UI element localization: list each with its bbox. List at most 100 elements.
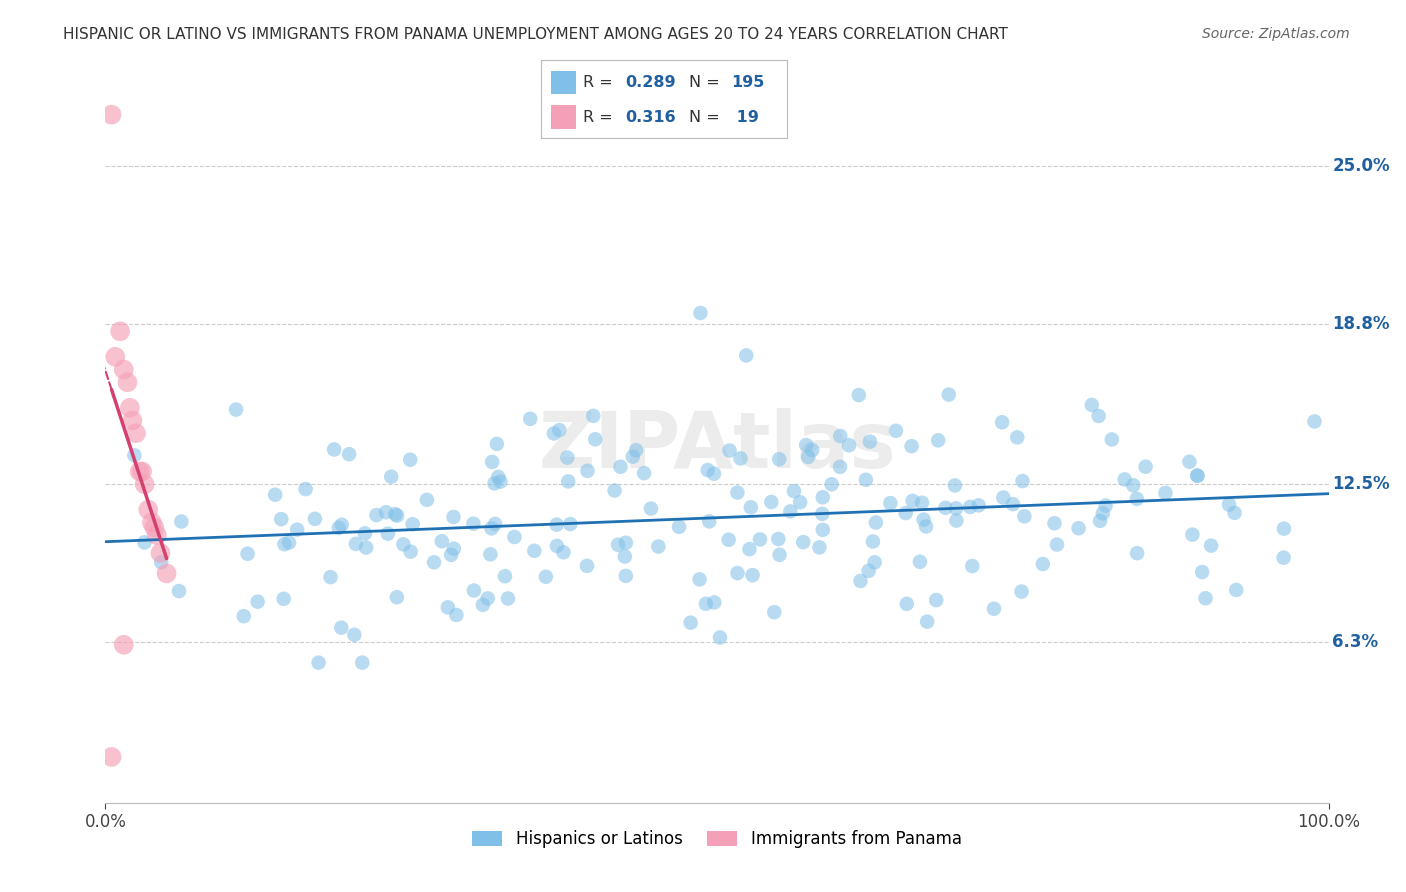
Hispanics or Latinos	[236, 547, 259, 561]
Text: R =: R =	[583, 110, 619, 125]
Hispanics or Latinos	[1199, 539, 1222, 553]
Hispanics or Latinos	[945, 501, 967, 516]
Hispanics or Latinos	[614, 536, 637, 550]
Immigrants from Panama	[136, 502, 159, 516]
Hispanics or Latinos	[319, 570, 342, 584]
Hispanics or Latinos	[366, 508, 388, 522]
Hispanics or Latinos	[446, 607, 468, 622]
Hispanics or Latinos	[1043, 516, 1066, 531]
Hispanics or Latinos	[607, 538, 630, 552]
Hispanics or Latinos	[246, 595, 269, 609]
Hispanics or Latinos	[557, 475, 579, 489]
Hispanics or Latinos	[1067, 521, 1090, 535]
Hispanics or Latinos	[485, 437, 508, 451]
Hispanics or Latinos	[443, 541, 465, 556]
Hispanics or Latinos	[546, 539, 568, 553]
Hispanics or Latinos	[830, 429, 852, 443]
Hispanics or Latinos	[640, 501, 662, 516]
Hispanics or Latinos	[621, 450, 644, 464]
Hispanics or Latinos	[934, 500, 956, 515]
Hispanics or Latinos	[613, 549, 636, 564]
Hispanics or Latinos	[730, 451, 752, 466]
Text: 19: 19	[731, 110, 759, 125]
Hispanics or Latinos	[330, 621, 353, 635]
Hispanics or Latinos	[232, 609, 254, 624]
Hispanics or Latinos	[330, 517, 353, 532]
Immigrants from Panama	[134, 477, 156, 491]
Hispanics or Latinos	[689, 573, 711, 587]
Hispanics or Latinos	[1223, 506, 1246, 520]
Hispanics or Latinos	[423, 555, 446, 569]
Hispanics or Latinos	[689, 306, 711, 320]
Text: Source: ZipAtlas.com: Source: ZipAtlas.com	[1202, 27, 1350, 41]
Hispanics or Latinos	[1011, 474, 1033, 488]
Hispanics or Latinos	[167, 584, 190, 599]
Hispanics or Latinos	[328, 521, 350, 535]
Hispanics or Latinos	[679, 615, 702, 630]
Hispanics or Latinos	[792, 535, 814, 549]
Hispanics or Latinos	[583, 432, 606, 446]
Hispanics or Latinos	[703, 467, 725, 481]
Hispanics or Latinos	[768, 452, 790, 467]
Hispanics or Latinos	[575, 558, 598, 573]
Immigrants from Panama	[100, 108, 122, 122]
Hispanics or Latinos	[959, 500, 981, 514]
Hispanics or Latinos	[273, 591, 295, 606]
Hispanics or Latinos	[399, 544, 422, 558]
Hispanics or Latinos	[270, 512, 292, 526]
Hispanics or Latinos	[1135, 459, 1157, 474]
Hispanics or Latinos	[938, 387, 960, 401]
Hispanics or Latinos	[849, 574, 872, 588]
Hispanics or Latinos	[463, 583, 485, 598]
Hispanics or Latinos	[749, 533, 772, 547]
Hispanics or Latinos	[380, 469, 402, 483]
Hispanics or Latinos	[703, 595, 725, 609]
Hispanics or Latinos	[848, 388, 870, 402]
Hispanics or Latinos	[863, 555, 886, 569]
Hispanics or Latinos	[991, 415, 1014, 429]
Hispanics or Latinos	[392, 537, 415, 551]
Hispanics or Latinos	[471, 598, 494, 612]
Hispanics or Latinos	[399, 452, 422, 467]
Hispanics or Latinos	[519, 411, 541, 425]
Hispanics or Latinos	[481, 455, 503, 469]
Immigrants from Panama	[104, 350, 127, 364]
Hispanics or Latinos	[337, 447, 360, 461]
Hispanics or Latinos	[1187, 468, 1209, 483]
Hispanics or Latinos	[740, 500, 762, 515]
Hispanics or Latinos	[463, 516, 485, 531]
Hispanics or Latinos	[555, 450, 578, 465]
Hispanics or Latinos	[375, 505, 398, 519]
Immigrants from Panama	[125, 426, 148, 441]
Text: 0.316: 0.316	[626, 110, 676, 125]
Hispanics or Latinos	[352, 656, 374, 670]
Hispanics or Latinos	[285, 523, 308, 537]
Hispanics or Latinos	[725, 566, 748, 580]
Immigrants from Panama	[155, 566, 177, 581]
Hispanics or Latinos	[294, 482, 316, 496]
Immigrants from Panama	[141, 516, 163, 530]
Hispanics or Latinos	[503, 530, 526, 544]
Hispanics or Latinos	[741, 568, 763, 582]
Hispanics or Latinos	[838, 438, 860, 452]
Text: 18.8%: 18.8%	[1333, 315, 1391, 333]
Hispanics or Latinos	[603, 483, 626, 498]
Hispanics or Latinos	[1272, 522, 1295, 536]
Hispanics or Latinos	[911, 496, 934, 510]
Text: 0.289: 0.289	[626, 75, 676, 90]
Hispanics or Latinos	[801, 443, 824, 458]
Text: HISPANIC OR LATINO VS IMMIGRANTS FROM PANAMA UNEMPLOYMENT AMONG AGES 20 TO 24 YE: HISPANIC OR LATINO VS IMMIGRANTS FROM PA…	[63, 27, 1008, 42]
Hispanics or Latinos	[768, 548, 790, 562]
Hispanics or Latinos	[858, 564, 880, 578]
Hispanics or Latinos	[859, 434, 882, 449]
Immigrants from Panama	[118, 401, 141, 415]
Hispanics or Latinos	[668, 520, 690, 534]
Hispanics or Latinos	[993, 491, 1015, 505]
Hispanics or Latinos	[1114, 472, 1136, 486]
Hispanics or Latinos	[717, 533, 740, 547]
Hispanics or Latinos	[1272, 550, 1295, 565]
Hispanics or Latinos	[779, 504, 801, 518]
Hispanics or Latinos	[1088, 514, 1111, 528]
Immigrants from Panama	[121, 413, 143, 427]
Immigrants from Panama	[108, 324, 131, 338]
